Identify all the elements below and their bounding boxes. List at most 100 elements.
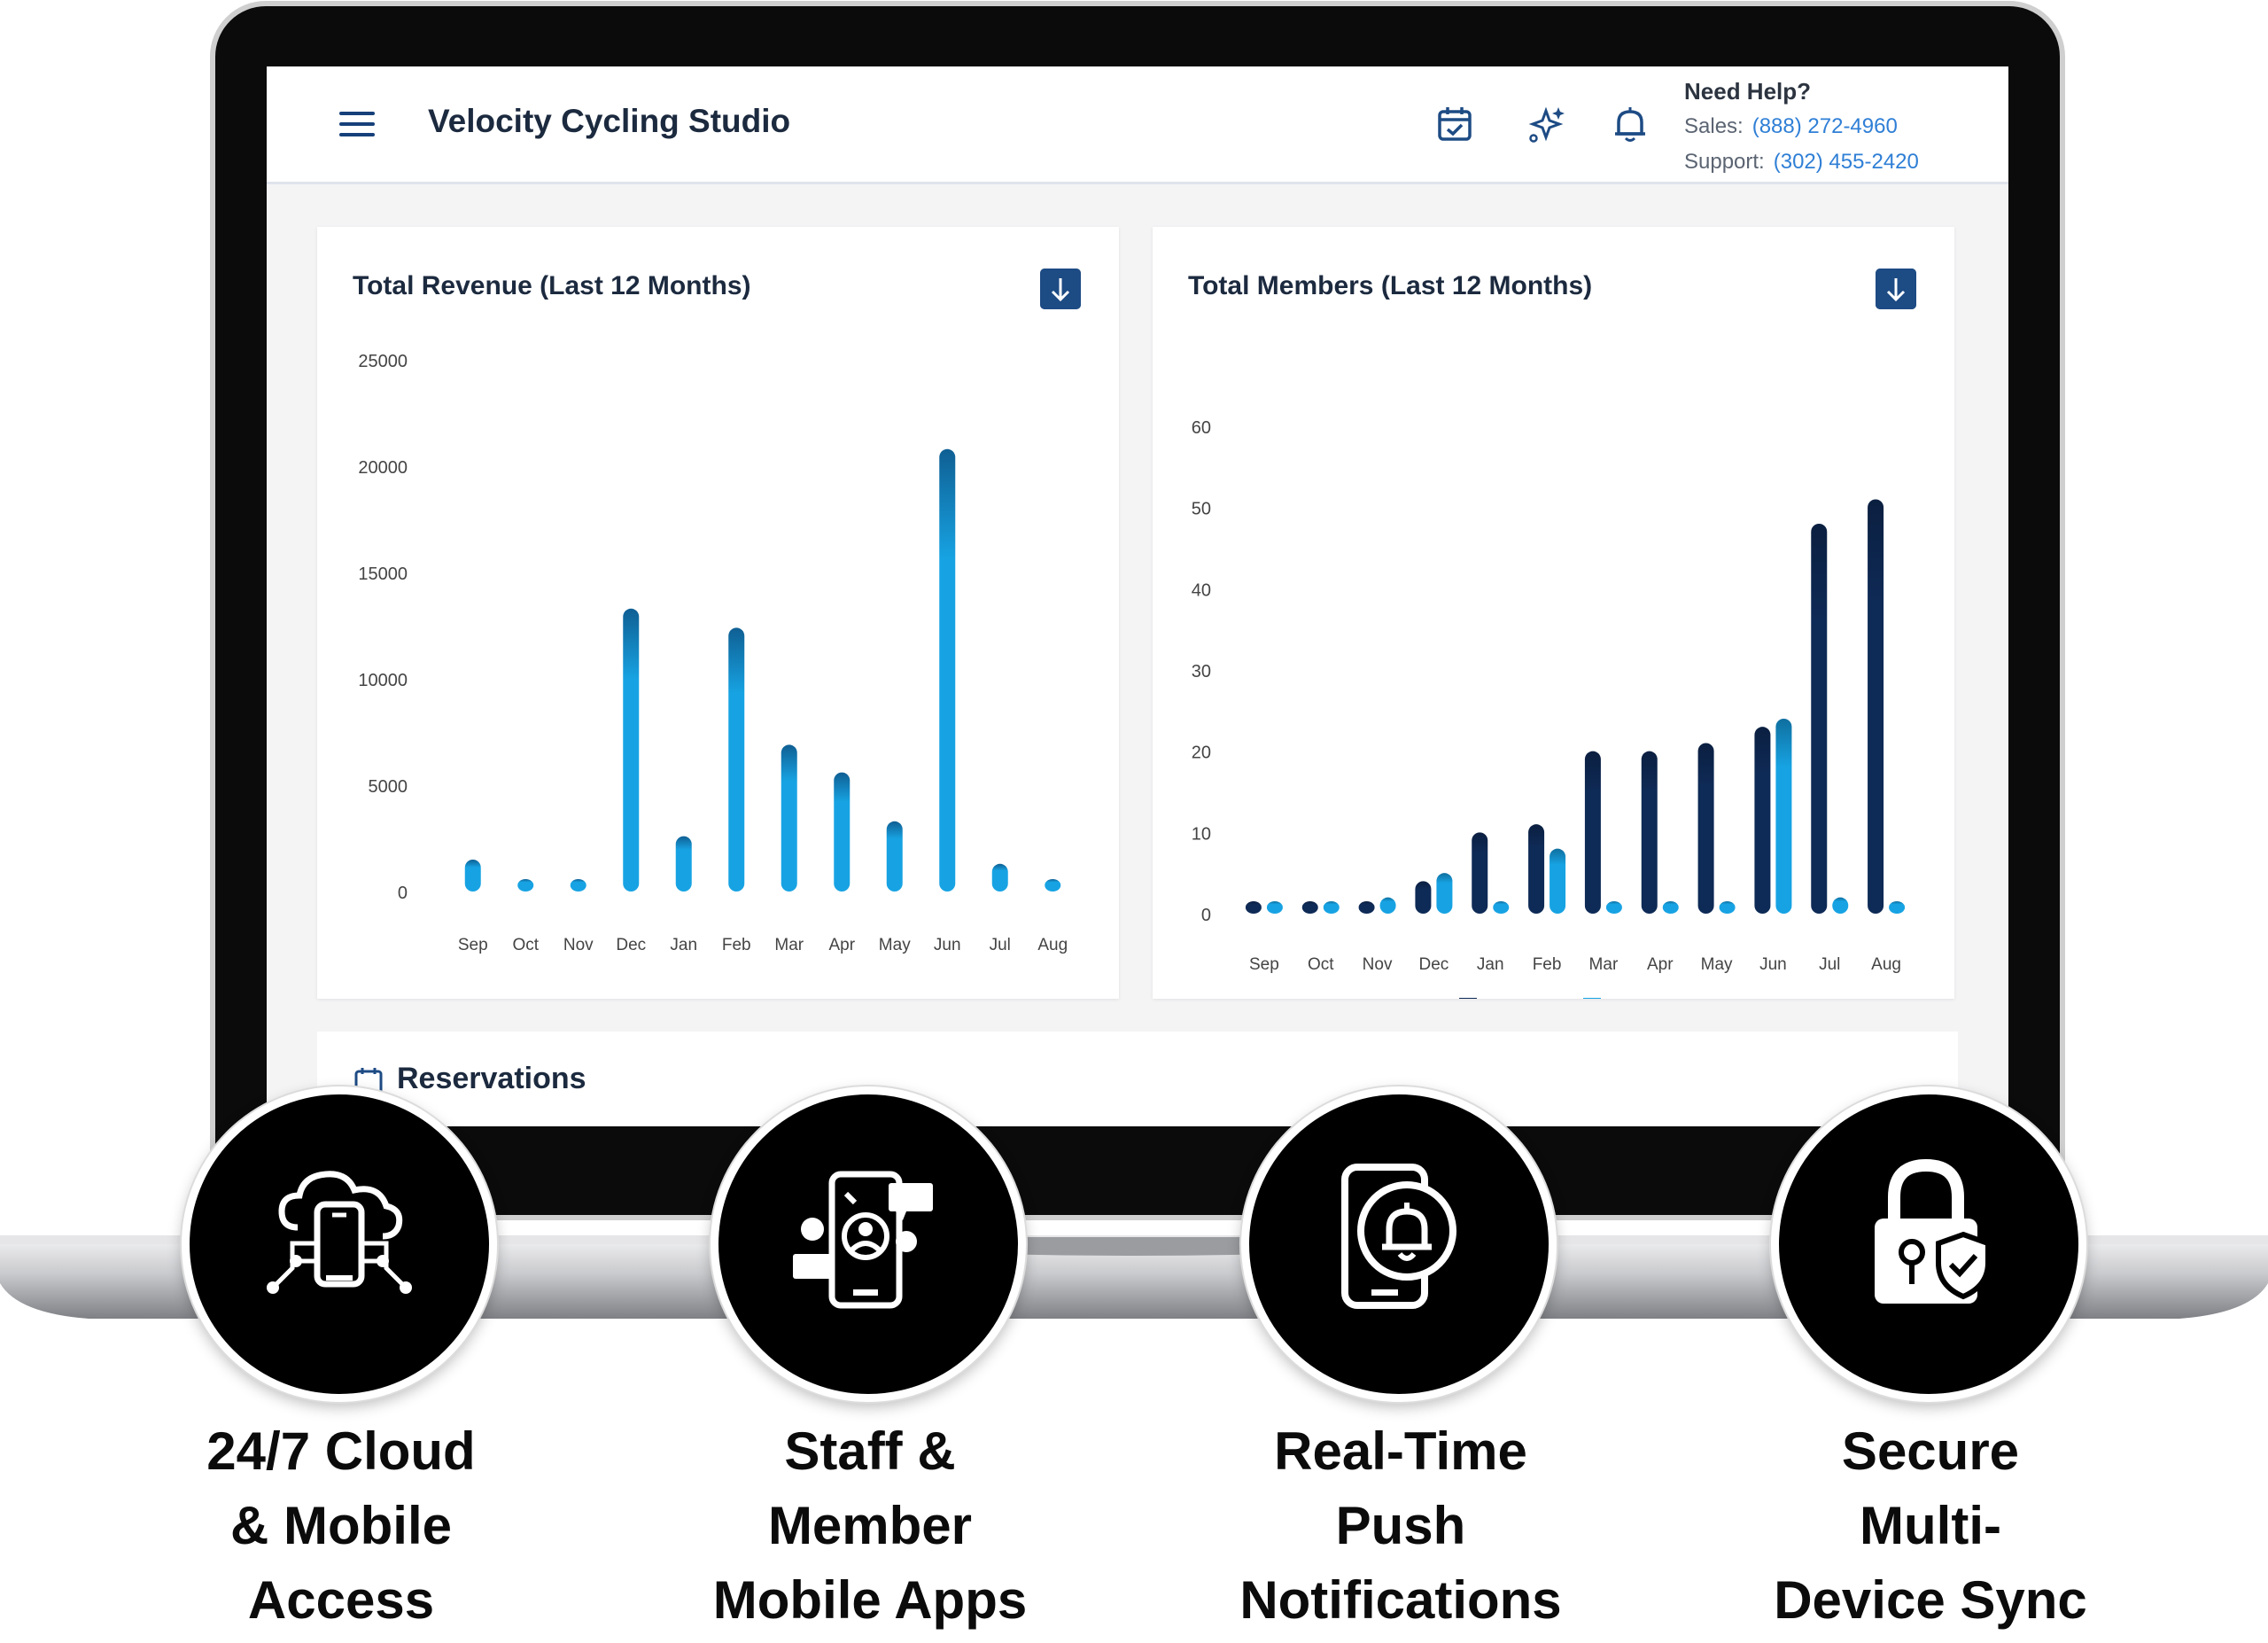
existing-members-bar	[1868, 499, 1884, 914]
existing-members-bar	[1415, 881, 1432, 914]
laptop-base	[0, 1237, 2268, 1319]
x-tick-label: Mar	[1589, 955, 1619, 974]
members-grouped-bar-chart: 0 10 20 30 40 50 60 Sep Oct Nov Dec Jan Feb Mar Apr May…	[1192, 418, 1906, 999]
x-tick-label: May	[879, 936, 911, 954]
sales-label: Sales:	[1684, 114, 1744, 138]
y-tick-label: 20	[1192, 744, 1211, 763]
feature-circle	[182, 1086, 497, 1402]
revenue-card-title: Total Revenue (Last 12 Months)	[353, 271, 751, 300]
x-tick-label: Apr	[828, 936, 855, 954]
y-tick-label: 25000	[358, 352, 408, 371]
new-members-bar	[1719, 901, 1736, 914]
x-tick-label: Aug	[1871, 955, 1901, 974]
reservations-title: Reservations	[397, 1062, 586, 1095]
hamburger-menu-icon[interactable]	[339, 112, 375, 138]
y-tick-label: 60	[1192, 418, 1211, 438]
revenue-chart-card: Total Revenue (Last 12 Months) 0 5000 1000…	[317, 227, 1119, 999]
y-tick-label: 15000	[358, 565, 408, 584]
bell-icon[interactable]	[1610, 104, 1651, 144]
x-tick-label: Jan	[670, 936, 697, 954]
x-tick-label: Feb	[722, 936, 751, 954]
x-tick-label: Mar	[774, 936, 804, 954]
y-tick-label: 0	[398, 884, 408, 903]
support-phone-link[interactable]: (302) 455-2420	[1773, 150, 1919, 174]
support-label: Support:	[1684, 150, 1765, 174]
existing-members-bar	[1697, 743, 1714, 914]
legend-swatch	[1459, 998, 1477, 999]
new-members-bar	[1775, 719, 1792, 914]
x-tick-label: Dec	[1419, 955, 1449, 974]
feature-label: Secure Multi- Device Sync	[1774, 1421, 2087, 1630]
revenue-bar-chart: 0 5000 10000 15000 20000 25000 Sep Oct Nov Dec Jan…	[358, 352, 1068, 954]
app-screen: Velocity Cycling Studio Need Help? Sales…	[267, 66, 2008, 1126]
y-tick-label: 10000	[358, 671, 408, 690]
y-tick-label: 0	[1201, 906, 1211, 925]
x-tick-label: Dec	[616, 936, 646, 954]
new-members-bar	[1662, 901, 1679, 914]
help-contact: Need Help? Sales: (888) 272-4960 Support:…	[1684, 74, 1919, 180]
revenue-bar	[464, 860, 481, 892]
new-members-bar	[1493, 901, 1510, 914]
feature-circle	[1241, 1086, 1557, 1402]
reservations-card: Reservations	[317, 1032, 1958, 1126]
x-tick-label: Nov	[563, 936, 594, 954]
x-tick-label: Jul	[1819, 955, 1840, 974]
revenue-bar	[1045, 879, 1061, 892]
y-tick-label: 10	[1192, 824, 1211, 844]
app-title: Velocity Cycling Studio	[428, 103, 791, 139]
sales-phone-link[interactable]: (888) 272-4960	[1751, 114, 1898, 138]
revenue-bar	[517, 879, 534, 892]
calendar-check-icon[interactable]	[1434, 104, 1475, 144]
new-members-bar	[1605, 901, 1622, 914]
existing-members-bar	[1301, 901, 1318, 914]
legend-label: Existing	[1484, 996, 1552, 999]
revenue-bar	[886, 821, 903, 892]
new-members-bar	[1889, 901, 1906, 914]
x-tick-label: Jan	[1477, 955, 1504, 974]
new-members-bar	[1266, 901, 1283, 914]
y-tick-label: 40	[1192, 580, 1211, 600]
laptop-chin	[267, 1126, 2008, 1180]
sparkles-icon[interactable]	[1526, 104, 1566, 144]
top-bar: Velocity Cycling Studio Need Help? Sales…	[267, 66, 2008, 184]
existing-members-bar	[1245, 901, 1262, 914]
download-arrow-icon[interactable]	[1040, 269, 1081, 309]
y-tick-label: 5000	[369, 777, 408, 797]
download-arrow-icon[interactable]	[1876, 269, 1916, 309]
members-chart-card: Total Members (Last 12 Months) 0 10 20 30 40…	[1153, 227, 1954, 999]
revenue-bar	[675, 836, 692, 892]
existing-members-bar	[1584, 751, 1601, 914]
new-members-bar	[1832, 897, 1849, 914]
revenue-bar	[623, 608, 640, 892]
y-tick-label: 20000	[358, 458, 408, 478]
existing-members-bar	[1472, 832, 1488, 914]
existing-members-bar	[1528, 824, 1545, 914]
revenue-bar	[728, 627, 745, 892]
legend-swatch	[1583, 998, 1601, 999]
x-tick-label: Sep	[458, 936, 488, 954]
feature-label: 24/7 Cloud & Mobile Access	[206, 1421, 476, 1630]
x-tick-label: Sep	[1249, 955, 1279, 974]
x-tick-label: Jun	[1759, 955, 1787, 974]
x-tick-label: Oct	[1308, 955, 1334, 974]
mobile-app-users-icon	[793, 1171, 933, 1309]
existing-members-bar	[1358, 901, 1375, 914]
revenue-bar	[781, 744, 797, 892]
revenue-bar	[939, 448, 956, 892]
existing-members-bar	[1811, 524, 1828, 914]
feature-label: Real-Time Push Notifications	[1239, 1421, 1562, 1630]
legend-label: New	[1608, 996, 1647, 999]
new-members-bar	[1323, 901, 1340, 914]
phone-notification-bell-icon	[1341, 1164, 1456, 1309]
help-heading: Need Help?	[1684, 78, 1812, 105]
cloud-phone-network-icon	[267, 1171, 412, 1294]
new-members-bar	[1550, 848, 1566, 914]
x-tick-label: Jul	[990, 936, 1011, 954]
revenue-bar	[570, 879, 586, 892]
new-members-bar	[1436, 873, 1453, 914]
existing-members-bar	[1754, 727, 1771, 914]
revenue-bar	[991, 863, 1008, 892]
x-tick-label: Nov	[1363, 955, 1393, 974]
members-card-title: Total Members (Last 12 Months)	[1188, 271, 1593, 300]
y-tick-label: 50	[1192, 500, 1211, 519]
